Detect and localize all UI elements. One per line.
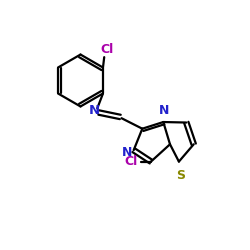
- Text: N: N: [89, 104, 100, 117]
- Text: Cl: Cl: [101, 44, 114, 57]
- Text: Cl: Cl: [125, 155, 138, 168]
- Text: N: N: [122, 146, 132, 159]
- Text: N: N: [159, 104, 169, 117]
- Text: S: S: [176, 168, 185, 181]
